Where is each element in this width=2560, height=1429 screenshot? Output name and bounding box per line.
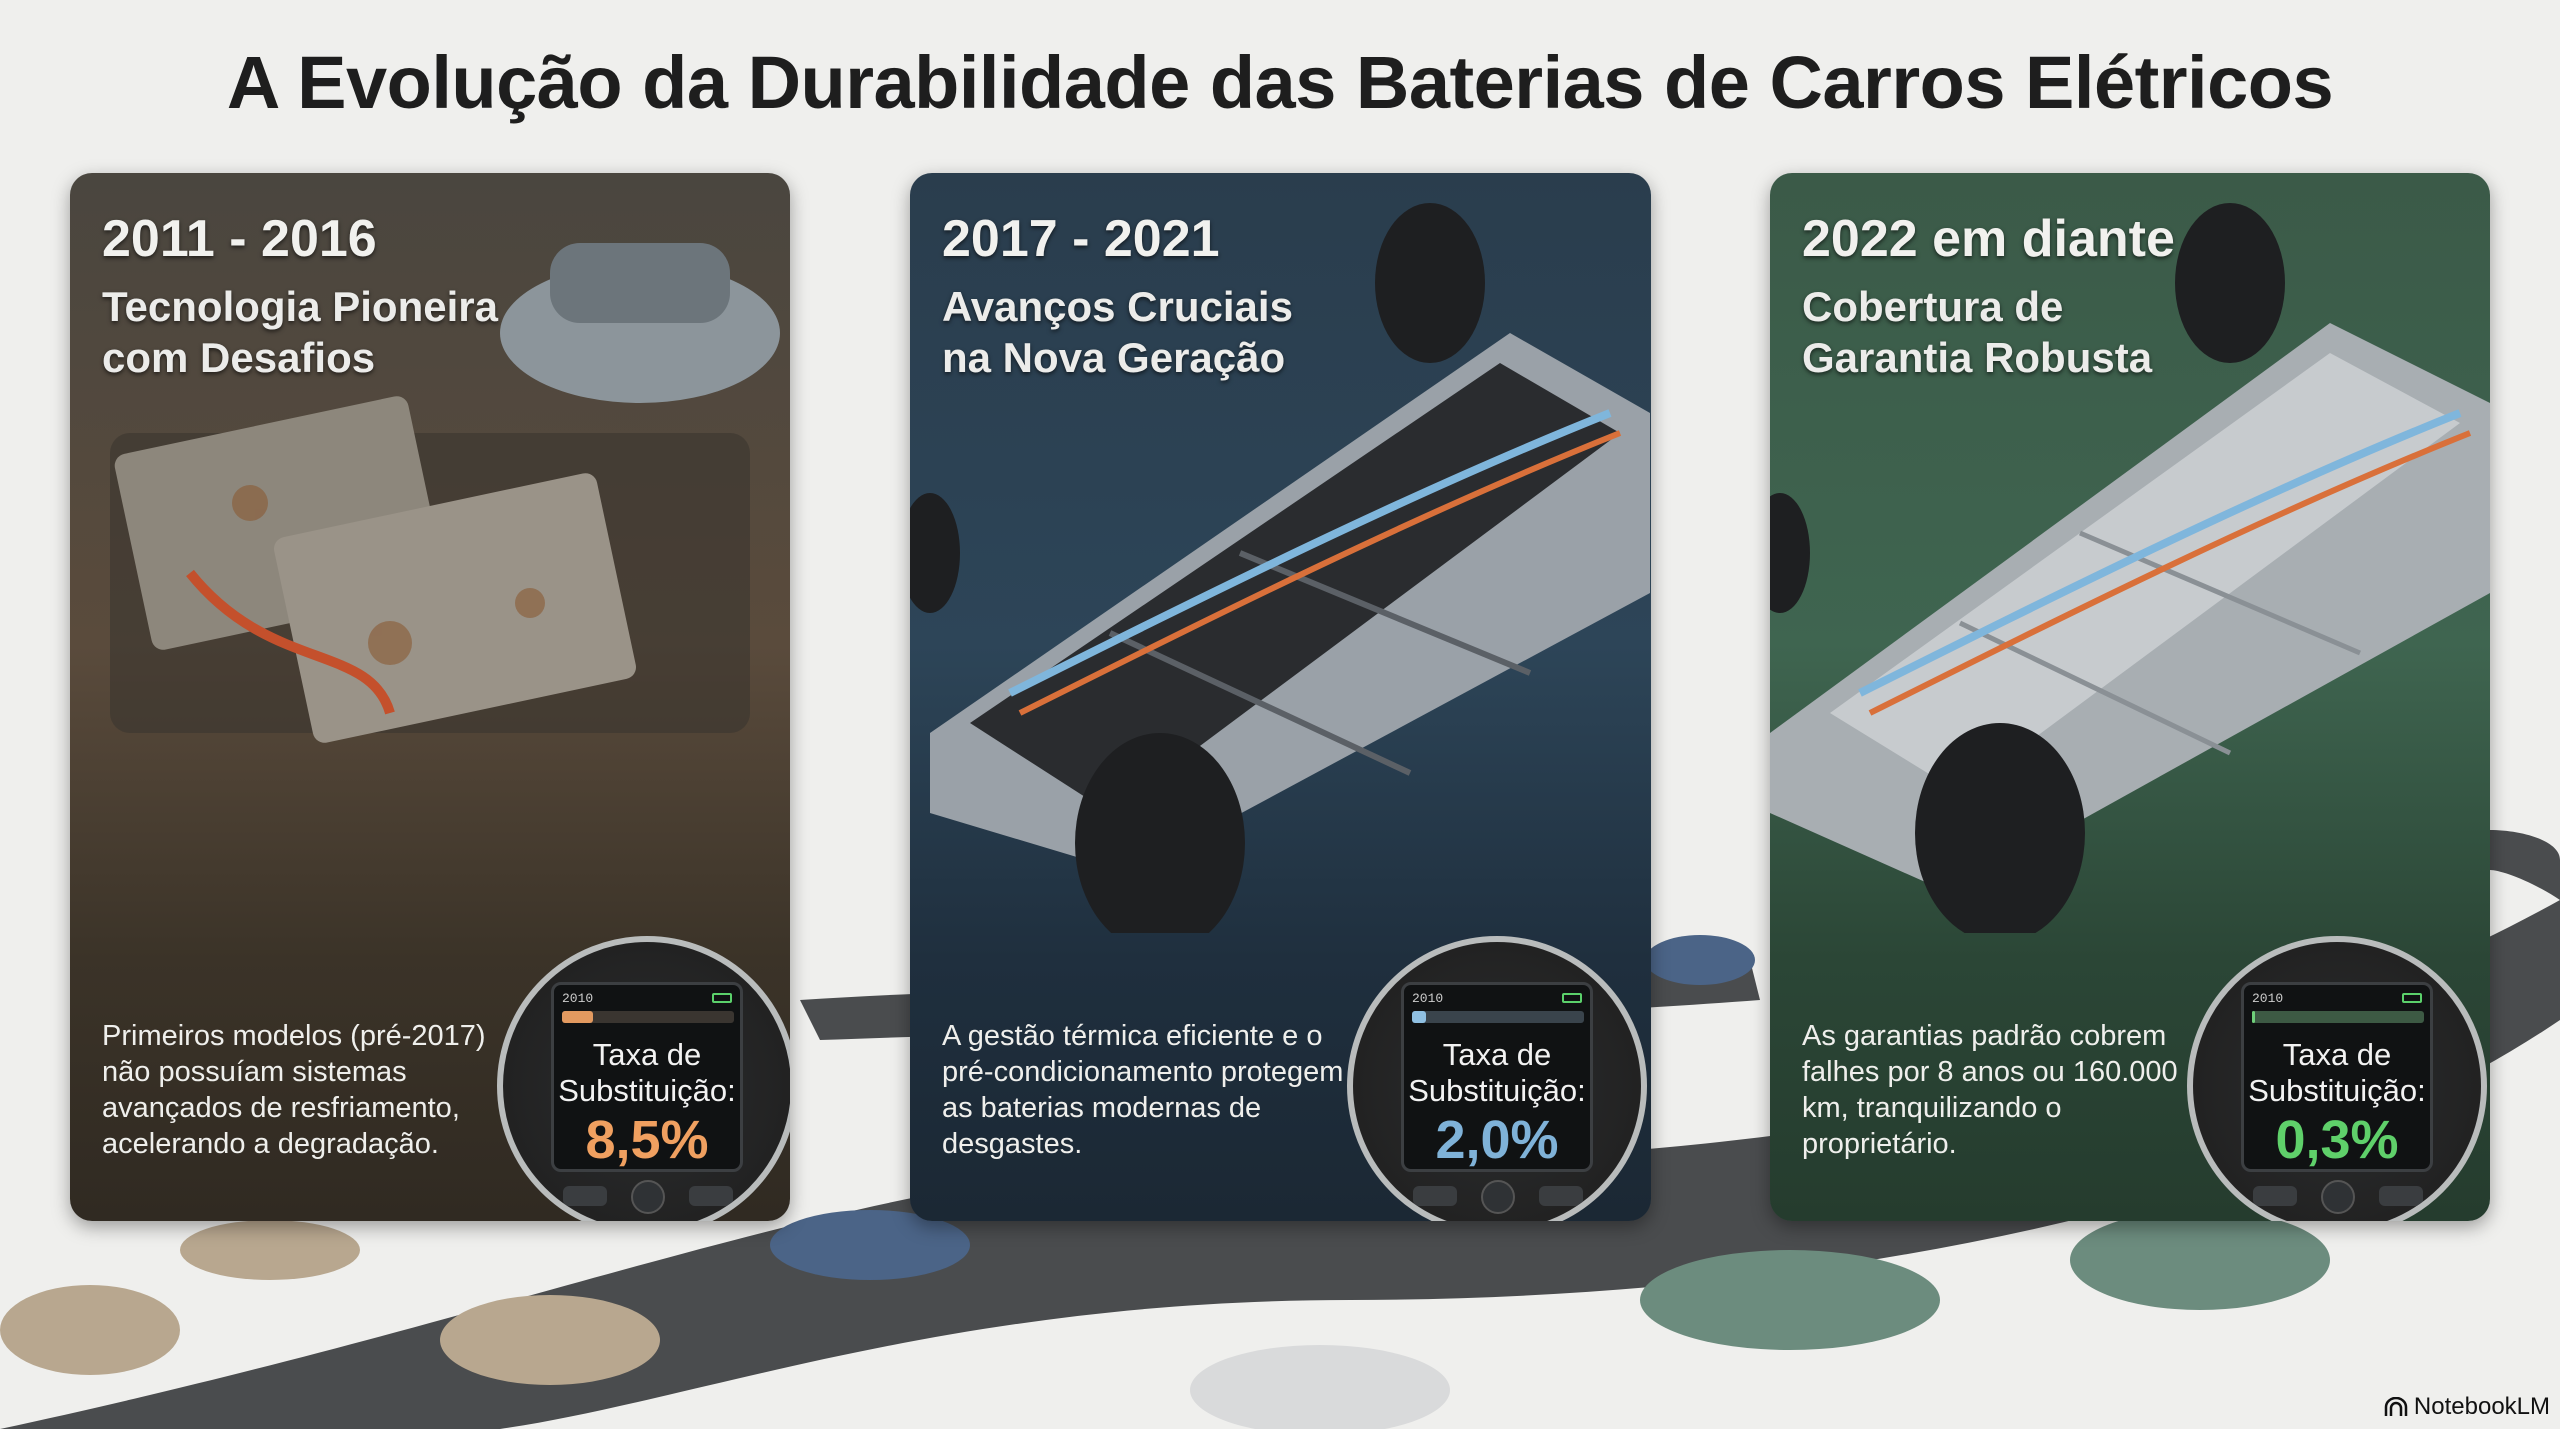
- era-description: Primeiros modelos (pré-2017) não possuía…: [102, 1020, 486, 1160]
- battery-chassis-illustration: [1770, 203, 2490, 933]
- era-years: 2022 em diante: [1802, 210, 2175, 268]
- battery-icon: [2402, 993, 2422, 1003]
- screen-year: 2010: [562, 991, 594, 1006]
- replacement-rate-gauge: 2010 Taxa de Substituição: 8,5%: [497, 936, 790, 1221]
- era-card-2017-2021: 2017 - 2021 Avanços Cruciais na Nova Gera…: [910, 173, 1651, 1221]
- screen-year: 2010: [2252, 991, 2284, 1006]
- notebooklm-logo-icon: [2384, 1397, 2408, 1416]
- era-description: A gestão térmica eficiente e o pré-condi…: [942, 1020, 1344, 1160]
- gauge-label: Taxa de Substituição:: [2248, 1037, 2426, 1108]
- replacement-rate-value: 0,3%: [2275, 1110, 2399, 1170]
- progress-bar: [562, 1011, 734, 1023]
- gauge-screen: 2010 Taxa de Substituição: 2,0%: [1401, 982, 1593, 1172]
- era-years: 2017 - 2021: [942, 210, 1220, 268]
- replacement-rate-gauge: 2010 Taxa de Substituição: 0,3%: [2187, 936, 2487, 1221]
- replacement-rate-gauge: 2010 Taxa de Substituição: 2,0%: [1347, 936, 1647, 1221]
- page-title: A Evolução da Durabilidade das Baterias …: [226, 41, 2334, 124]
- notebooklm-watermark: NotebookLM: [2384, 1393, 2550, 1421]
- gauge-buttons: [2253, 1180, 2423, 1214]
- era-subtitle: Tecnologia Pioneira com Desafios: [102, 283, 498, 381]
- gauge-screen: 2010 Taxa de Substituição: 0,3%: [2241, 982, 2433, 1172]
- battery-chassis-illustration: [910, 203, 1650, 933]
- replacement-rate-value: 2,0%: [1435, 1110, 1559, 1170]
- era-years: 2011 - 2016: [102, 210, 377, 268]
- replacement-rate-value: 8,5%: [585, 1110, 709, 1170]
- progress-bar: [2252, 1011, 2424, 1023]
- era-subtitle: Avanços Cruciais na Nova Geração: [942, 283, 1293, 381]
- screen-year: 2010: [1412, 991, 1444, 1006]
- gauge-label: Taxa de Substituição:: [1408, 1037, 1586, 1108]
- era-subtitle: Cobertura de Garantia Robusta: [1802, 283, 2153, 381]
- battery-pack-illustration: [110, 243, 780, 743]
- gauge-buttons: [563, 1180, 733, 1214]
- gauge-label: Taxa de Substituição:: [558, 1037, 736, 1108]
- era-description: As garantias padrão cobrem falhes por 8 …: [1802, 1020, 2178, 1160]
- era-card-2011-2016: 2011 - 2016 Tecnologia Pioneira com Desaf…: [70, 173, 790, 1221]
- battery-icon: [712, 993, 732, 1003]
- progress-bar: [1412, 1011, 1584, 1023]
- gauge-screen: 2010 Taxa de Substituição: 8,5%: [551, 982, 743, 1172]
- gauge-buttons: [1413, 1180, 1583, 1214]
- battery-icon: [1562, 993, 1582, 1003]
- era-card-2022-onward: 2022 em diante Cobertura de Garantia Robu…: [1770, 173, 2490, 1221]
